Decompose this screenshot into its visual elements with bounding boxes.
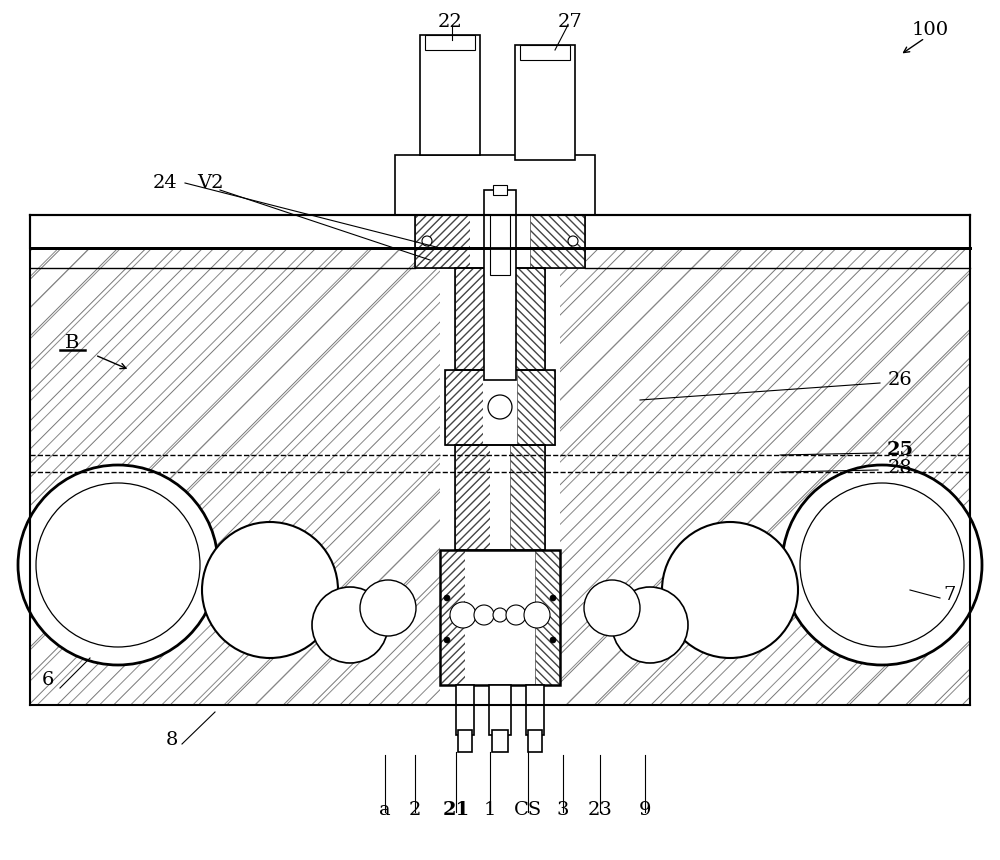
Bar (415, 215, 585, 268)
Bar (420, 35, 480, 155)
Text: 7: 7 (944, 586, 956, 604)
Bar (0, 705, 1000, 860)
Text: a: a (379, 801, 391, 819)
Bar (458, 730, 472, 752)
Circle shape (36, 483, 200, 647)
Bar (470, 215, 530, 268)
Circle shape (800, 483, 964, 647)
Bar (535, 550, 560, 685)
Bar (526, 685, 544, 735)
Bar (520, 45, 570, 60)
Circle shape (312, 587, 388, 663)
Text: 100: 100 (911, 21, 949, 39)
Text: 27: 27 (558, 13, 582, 31)
Text: 28: 28 (888, 459, 912, 477)
Bar (445, 370, 555, 445)
Bar (528, 730, 542, 752)
Bar (445, 370, 483, 445)
Circle shape (488, 395, 512, 419)
Text: 1: 1 (484, 801, 496, 819)
Bar (490, 445, 510, 550)
Bar (510, 445, 545, 550)
Text: 3: 3 (557, 801, 569, 819)
Circle shape (450, 602, 476, 628)
Circle shape (662, 522, 798, 658)
Text: 6: 6 (42, 671, 54, 689)
Circle shape (360, 580, 416, 636)
Bar (455, 445, 545, 550)
Bar (455, 268, 490, 370)
Bar (440, 550, 560, 685)
Text: 25: 25 (886, 441, 914, 459)
Circle shape (422, 236, 432, 246)
Text: 21: 21 (442, 801, 470, 819)
Bar (493, 185, 507, 195)
Bar (455, 268, 545, 370)
Circle shape (202, 522, 338, 658)
Bar (489, 685, 511, 735)
Circle shape (444, 637, 450, 643)
Bar (456, 685, 474, 735)
Bar (440, 215, 560, 705)
Bar (483, 370, 517, 445)
Bar (465, 550, 535, 685)
Text: 8: 8 (166, 731, 178, 749)
Bar (415, 215, 470, 268)
Bar (425, 35, 475, 50)
Circle shape (474, 605, 494, 625)
Bar (490, 268, 510, 370)
Text: 23: 23 (588, 801, 612, 819)
Circle shape (568, 236, 578, 246)
Circle shape (584, 580, 640, 636)
Bar (30, 0, 970, 248)
Bar (510, 268, 545, 370)
Bar (484, 190, 516, 380)
Text: 26: 26 (888, 371, 912, 389)
Circle shape (524, 602, 550, 628)
Circle shape (612, 587, 688, 663)
Bar (0, 0, 1000, 215)
Bar (530, 215, 585, 268)
Text: CS: CS (514, 801, 542, 819)
Circle shape (550, 595, 556, 601)
Circle shape (18, 465, 218, 665)
Circle shape (550, 637, 556, 643)
Bar (492, 730, 508, 752)
Bar (515, 45, 575, 160)
Bar (517, 370, 555, 445)
Bar (0, 0, 1000, 248)
Bar (490, 215, 510, 275)
Circle shape (493, 608, 507, 622)
Bar (455, 445, 490, 550)
Text: V2: V2 (197, 174, 223, 192)
Text: 22: 22 (438, 13, 462, 31)
Text: 2: 2 (409, 801, 421, 819)
Bar (440, 550, 465, 685)
Circle shape (782, 465, 982, 665)
Text: 24: 24 (153, 174, 177, 192)
Text: B: B (65, 334, 79, 352)
Text: 9: 9 (639, 801, 651, 819)
Circle shape (506, 605, 526, 625)
Bar (395, 155, 595, 215)
Circle shape (444, 595, 450, 601)
